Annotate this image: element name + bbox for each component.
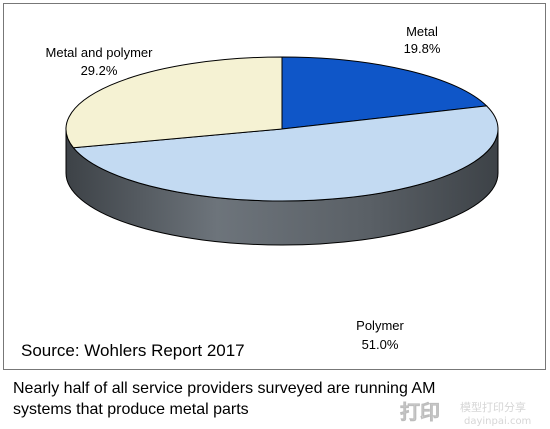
slice-value-polymer: 51.0% <box>362 337 399 352</box>
chart-frame: Metal 19.8% Metal and polymer 29.2% Poly… <box>3 3 546 370</box>
chart-caption: Nearly half of all service providers sur… <box>13 380 436 418</box>
slice-value-metal: 19.8% <box>404 41 441 56</box>
pie-chart: Metal 19.8% Metal and polymer 29.2% Poly… <box>21 24 499 360</box>
svg-text:dayinpai.com: dayinpai.com <box>464 416 531 427</box>
svg-text:模型打印分享: 模型打印分享 <box>460 400 526 414</box>
pie-slice-metal <box>281 56 488 130</box>
slice-label-polymer: Polymer <box>356 318 404 333</box>
slice-value-metal-and-polymer: 29.2% <box>81 63 118 78</box>
watermark-logo: 打印 模型打印分享 dayinpai.com <box>400 400 532 427</box>
slice-label-metal: Metal <box>406 24 438 39</box>
slice-label-metal-and-polymer: Metal and polymer <box>46 45 154 60</box>
chart-source: Source: Wohlers Report 2017 <box>21 341 245 360</box>
pie-slice-polymer <box>72 105 499 202</box>
pie-slices <box>65 56 499 202</box>
pie-labels: Metal 19.8% Metal and polymer 29.2% Poly… <box>46 24 441 352</box>
svg-text:打印: 打印 <box>400 400 440 424</box>
pie-slice-metal-and-polymer <box>65 56 283 149</box>
